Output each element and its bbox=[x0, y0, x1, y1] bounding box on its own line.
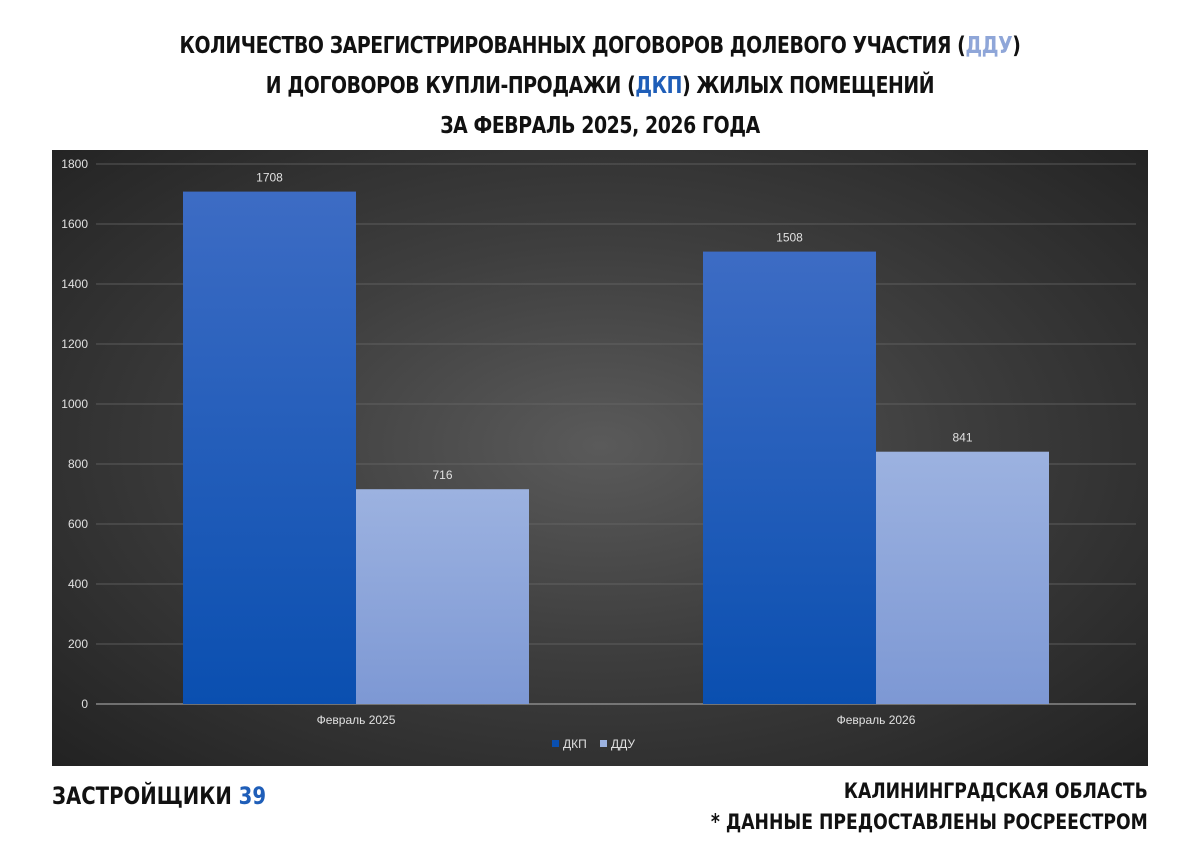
chart-area: 0 200 400 600 800 1000 1200 1400 1600 1800 1708 71… bbox=[52, 150, 1148, 766]
source-footer: КАЛИНИНГРАДСКАЯ ОБЛАСТЬ * ДАННЫЕ ПРЕДОСТ… bbox=[711, 776, 1148, 838]
x-tick-label: Февраль 2025 bbox=[317, 713, 396, 727]
x-tick-label: Февраль 2026 bbox=[837, 713, 916, 727]
title-dkp-accent: ДКП bbox=[635, 73, 683, 99]
y-tick-label: 400 bbox=[68, 577, 88, 591]
data-label: 1708 bbox=[256, 171, 283, 185]
brand-number: 39 bbox=[238, 782, 267, 810]
source-note: * ДАННЫЕ ПРЕДОСТАВЛЕНЫ РОСРЕЕСТРОМ bbox=[711, 810, 1148, 834]
y-tick-label: 1800 bbox=[61, 157, 88, 171]
title-line-3: ЗА ФЕВРАЛЬ 2025, 2026 ГОДА bbox=[440, 113, 760, 139]
brand-footer: ЗАСТРОЙЩИКИ 39 bbox=[52, 782, 266, 810]
legend-swatch-dkp bbox=[552, 740, 559, 747]
title-line-1: КОЛИЧЕСТВО ЗАРЕГИСТРИРОВАННЫХ ДОГОВОРОВ … bbox=[179, 33, 1021, 59]
y-tick-label: 1000 bbox=[61, 397, 88, 411]
bar-ddu-1 bbox=[876, 451, 1049, 704]
y-tick-label: 800 bbox=[68, 457, 88, 471]
bars bbox=[183, 191, 1049, 705]
legend-swatch-ddu bbox=[600, 740, 607, 747]
legend-label: ДДУ bbox=[611, 737, 635, 751]
y-tick-label: 1600 bbox=[61, 217, 88, 231]
y-tick-label: 600 bbox=[68, 517, 88, 531]
bar-dkp-1 bbox=[703, 251, 876, 704]
bar-chart: 0 200 400 600 800 1000 1200 1400 1600 1800 1708 71… bbox=[61, 157, 1136, 751]
data-label: 1508 bbox=[776, 231, 803, 245]
bar-ddu-0 bbox=[356, 489, 529, 704]
title-ddu-accent: ДДУ bbox=[965, 33, 1013, 59]
y-tick-label: 0 bbox=[81, 697, 88, 711]
title-line-2: И ДОГОВОРОВ КУПЛИ-ПРОДАЖИ (ДКП) ЖИЛЫХ ПО… bbox=[265, 73, 935, 99]
data-labels: 1708 716 1508 841 bbox=[256, 171, 973, 483]
legend: ДКП ДДУ bbox=[552, 737, 635, 751]
data-label: 841 bbox=[952, 431, 972, 445]
y-tick-label: 1200 bbox=[61, 337, 88, 351]
y-tick-label: 1400 bbox=[61, 277, 88, 291]
region-label: КАЛИНИНГРАДСКАЯ ОБЛАСТЬ bbox=[844, 779, 1148, 803]
brand-text: ЗАСТРОЙЩИКИ bbox=[52, 782, 232, 810]
chart-title: КОЛИЧЕСТВО ЗАРЕГИСТРИРОВАННЫХ ДОГОВОРОВ … bbox=[108, 26, 1092, 146]
bar-dkp-0 bbox=[183, 191, 356, 705]
x-axis-ticks: Февраль 2025 Февраль 2026 bbox=[317, 713, 916, 727]
y-tick-label: 200 bbox=[68, 637, 88, 651]
legend-label: ДКП bbox=[563, 737, 587, 751]
y-axis-ticks: 0 200 400 600 800 1000 1200 1400 1600 1800 bbox=[61, 157, 88, 711]
data-label: 716 bbox=[432, 468, 452, 482]
